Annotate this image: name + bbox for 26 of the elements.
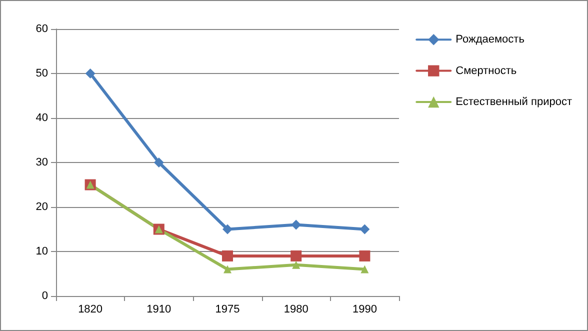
point xyxy=(290,250,302,262)
x-tick-label: 1980 xyxy=(284,304,308,316)
point xyxy=(360,265,369,274)
point xyxy=(154,158,164,168)
legend-label: Смертность xyxy=(456,64,517,77)
point xyxy=(85,68,96,78)
point xyxy=(291,220,302,230)
x-tick-label: 1975 xyxy=(215,304,240,316)
legend-label: Естественный прирост xyxy=(456,96,572,108)
y-tick-label: 20 xyxy=(36,201,48,213)
point xyxy=(224,265,232,274)
legend-label: Рождаемость xyxy=(456,34,525,46)
x-tick-label: 1990 xyxy=(352,304,377,316)
point xyxy=(222,250,233,262)
y-tick-label: 0 xyxy=(42,290,48,302)
point xyxy=(292,260,300,269)
point xyxy=(359,250,370,262)
x-tick-label: 1910 xyxy=(146,304,172,316)
y-tick-label: 60 xyxy=(36,23,48,35)
y-tick-label: 40 xyxy=(36,112,48,124)
point xyxy=(360,224,370,234)
y-tick-label: 10 xyxy=(36,246,48,258)
y-tick-label: 50 xyxy=(36,68,48,80)
point xyxy=(222,224,232,234)
y-tick-label: 30 xyxy=(36,156,48,168)
x-tick-label: 1820 xyxy=(78,304,103,316)
